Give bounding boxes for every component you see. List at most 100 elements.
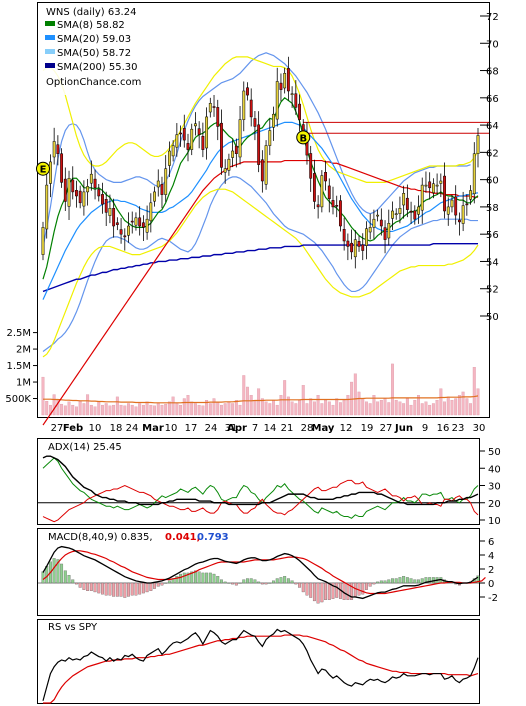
candle-body [86, 186, 90, 193]
date-tick-label: 10 [165, 423, 178, 434]
candle-body [435, 184, 439, 187]
macd-histogram-bar [156, 582, 160, 587]
volume-bar [275, 404, 279, 416]
candle-body [175, 134, 179, 148]
macd-histogram-bar [197, 571, 201, 584]
candle-body [231, 150, 235, 158]
macd-histogram-bar [93, 582, 97, 593]
macd-histogram-bar [283, 576, 287, 584]
price-tick-label: 70 [486, 39, 499, 50]
date-tick-label: 28 [301, 423, 314, 434]
candle-body [398, 208, 402, 214]
candle-body [472, 153, 476, 195]
macd-histogram-bar [179, 573, 183, 584]
volume-bar [67, 401, 71, 416]
macd-histogram-bar [298, 582, 301, 588]
date-tick-label: May [312, 423, 335, 434]
volume-bar [361, 398, 365, 416]
candle-body [469, 190, 472, 200]
macd-histogram-bar [112, 582, 116, 597]
volume-bar [104, 403, 108, 416]
price-tick-label: 66 [486, 94, 499, 105]
date-tick-label: 23 [452, 423, 465, 434]
macd-histogram-bar [327, 582, 331, 600]
candle-body [149, 202, 153, 222]
macd-histogram-bar [264, 582, 268, 585]
candle-body [476, 135, 480, 154]
date-tick-label: 10 [89, 423, 102, 434]
adx-tick-label: 50 [488, 447, 501, 458]
macd-tick-label: -2 [488, 593, 498, 604]
macd-histogram-bar [290, 580, 294, 584]
macd-histogram-bar [257, 581, 261, 584]
macd-histogram-bar [223, 581, 227, 584]
macd-histogram-bar [476, 575, 480, 584]
rs-label: RS vs SPY [48, 622, 98, 633]
macd-histogram-bar [350, 582, 354, 600]
volume-bar [346, 395, 350, 416]
macd-histogram-bar [145, 582, 149, 593]
macd-histogram-bar [138, 582, 142, 595]
volume-bar [472, 367, 476, 416]
volume-bar [145, 401, 149, 416]
volume-bar [238, 404, 242, 416]
candle-body [286, 68, 290, 92]
sma20-line [42, 121, 479, 300]
macd-histogram-bar [238, 582, 242, 584]
macd-panel [37, 528, 480, 616]
volume-bar [357, 391, 361, 416]
macd-histogram-bar [167, 580, 171, 584]
adx-line [42, 455, 479, 506]
volume-bar [298, 400, 301, 416]
date-tick-label: 31 [225, 423, 238, 434]
event-marker-circle [296, 130, 311, 145]
candle-body [75, 190, 78, 197]
candle-body [379, 219, 383, 227]
legend-sma20: SMA(20) 59.03 [57, 34, 131, 45]
candle-body [171, 145, 175, 157]
candle-body [101, 194, 104, 205]
macd-histogram-bar [394, 578, 398, 584]
volume-bar [75, 406, 78, 416]
candle-body [186, 143, 190, 150]
macd-label: MACD(8,40,9) 0.835, [48, 532, 153, 543]
candle-body [138, 217, 142, 227]
volume-tick-label: 1.5M [6, 361, 31, 372]
sma50-line [42, 159, 478, 426]
macd-histogram-bar [52, 558, 56, 584]
macd-histogram-bar [104, 582, 108, 596]
volume-bar [216, 401, 220, 416]
volume-bar [52, 394, 56, 416]
candle-body [457, 219, 461, 223]
date-tick-label: Mar [142, 423, 164, 434]
volume-bar [283, 380, 287, 416]
macd-value-3: 0.793 [197, 532, 229, 543]
macd-histogram-bar [361, 582, 365, 595]
adx-panel [37, 438, 480, 525]
volume-bar [205, 400, 209, 416]
macd-histogram-bar [405, 577, 409, 584]
volume-bar [86, 394, 90, 416]
volume-bar [153, 405, 156, 416]
macd-histogram-bar [409, 578, 413, 584]
macd-histogram-bar [387, 579, 391, 584]
candle-body [376, 214, 380, 217]
volume-bar [190, 401, 194, 416]
macd-histogram-bar [286, 578, 290, 584]
candle-body [78, 190, 82, 204]
adx-tick-label: 30 [488, 482, 501, 493]
candle-body [342, 229, 346, 242]
price-tick-label: 64 [486, 121, 499, 132]
candle-body [283, 73, 287, 89]
candle-body [391, 210, 394, 219]
volume-bar [60, 403, 64, 416]
macd-histogram-bar [275, 578, 279, 584]
macd-histogram-bar [428, 577, 432, 584]
volume-bar [182, 398, 186, 416]
volume-bar [372, 395, 376, 416]
candle-body [82, 191, 86, 207]
volume-bar [45, 401, 49, 416]
candle-body [417, 206, 420, 215]
volume-bar [309, 398, 313, 416]
legend-swatch-sma200 [45, 63, 55, 68]
